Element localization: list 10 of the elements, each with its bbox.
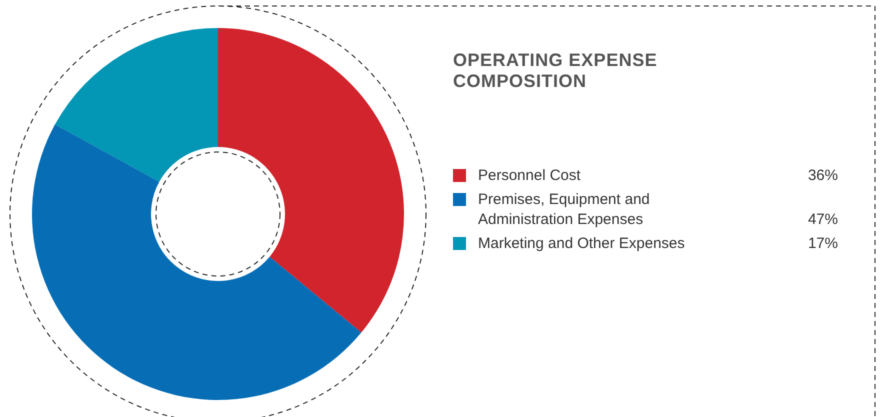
data-label: 17% bbox=[808, 235, 838, 252]
data-label: 36% bbox=[808, 167, 838, 184]
donut-slice bbox=[32, 124, 362, 400]
legend-label: Marketing and Other Expenses bbox=[478, 235, 685, 252]
donut-slice bbox=[218, 28, 404, 333]
donut-slice bbox=[55, 28, 218, 182]
data-label: 47% bbox=[808, 211, 838, 228]
text: OPERATING EXPENSE COMPOSITION bbox=[453, 50, 658, 91]
legend-label: Premises, Equipment and Administration Expenses bbox=[478, 191, 650, 228]
legend-label: Personnel Cost bbox=[478, 167, 582, 184]
